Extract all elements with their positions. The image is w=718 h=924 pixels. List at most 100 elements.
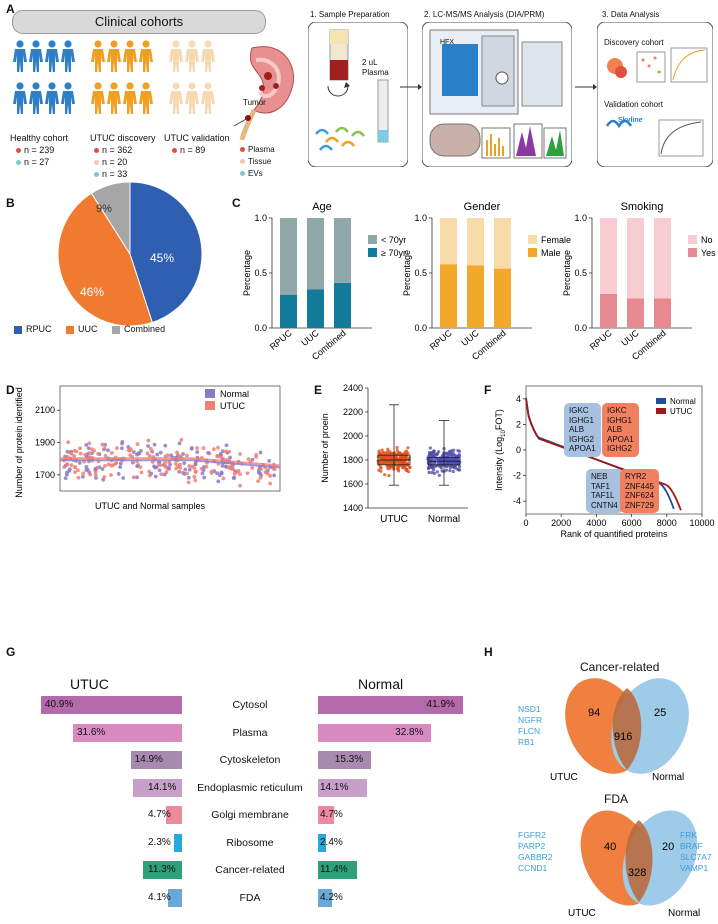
normal-column-title: Normal	[358, 676, 404, 692]
sample-point	[437, 450, 441, 454]
normal-bottom-proteins: NEB TAF1 TAF1L CNTN4	[586, 469, 623, 513]
pie-label-uuc: 46%	[80, 285, 104, 299]
bar-uuc-yes	[627, 298, 644, 328]
sample-prep-illustration	[308, 22, 408, 167]
normal-point	[181, 452, 185, 456]
utuc-point	[250, 466, 255, 470]
venn1-left-count: 94	[588, 707, 600, 719]
sample-point	[457, 464, 462, 469]
bar-combined-70yr	[334, 282, 351, 328]
utuc-point	[238, 472, 242, 477]
pie-chart: 45% 46% 9%	[57, 181, 203, 327]
sample-point	[377, 468, 381, 472]
protein-id-scatter: 1700 1900 2100 Number of protein identified…	[14, 385, 281, 511]
category-label: Cytoskeleton	[219, 754, 281, 766]
normal-point	[120, 441, 124, 446]
discovery-cohort-label: UTUC discovery	[90, 133, 156, 143]
utuc-point	[195, 446, 200, 450]
normal-point	[86, 446, 91, 451]
normal-point	[154, 465, 159, 470]
normal-point	[258, 450, 263, 455]
panel-b-letter: B	[6, 196, 15, 210]
utuc-point	[76, 468, 80, 473]
sample-point	[430, 470, 434, 475]
normal-point	[84, 443, 89, 447]
normal-point	[157, 468, 162, 473]
x-axis-label: Rank of quantified proteins	[560, 529, 668, 539]
utuc-point	[246, 457, 251, 461]
utuc-point	[211, 447, 216, 452]
utuc-point	[66, 440, 71, 445]
legend-swatch	[205, 401, 215, 410]
data-analysis-illustration	[597, 22, 713, 167]
utuc-value-label: 31.6%	[76, 726, 106, 738]
discovery-count-plasma: n = 362	[94, 145, 132, 155]
normal-point	[135, 464, 140, 469]
legend-label: Male	[541, 248, 561, 258]
y-tick-label: 2100	[35, 405, 55, 415]
sample-point	[447, 451, 451, 456]
utuc-point	[128, 448, 132, 453]
step-1-label: 1. Sample Preparation	[310, 10, 390, 19]
normal-value-label: 4.7%	[320, 809, 343, 820]
x-tick-label: 10000	[689, 518, 714, 528]
legend-label: ≥ 70yr	[381, 248, 406, 258]
normal-point	[106, 448, 110, 453]
normal-point	[135, 452, 139, 457]
utuc-point	[103, 453, 108, 458]
fda-venn: 40 328 20 UTUC Normal	[568, 810, 700, 918]
utuc-point	[159, 472, 164, 477]
y-axis-label: Percentage	[242, 250, 252, 296]
utuc-point	[115, 446, 119, 451]
venn1-right-label: Normal	[652, 772, 684, 783]
legend-swatch	[656, 408, 666, 414]
utuc-point	[230, 466, 235, 470]
normal-value-label: 14.1%	[320, 781, 349, 793]
utuc-bar-endoplasmic-reticulum	[133, 778, 182, 797]
sample-point	[431, 464, 435, 468]
sample-point	[402, 454, 406, 459]
venn2-right-count: 20	[662, 841, 674, 853]
utuc-point	[149, 446, 153, 451]
normal-point	[187, 467, 192, 472]
normal-point	[195, 450, 200, 454]
sample-point	[383, 473, 387, 477]
pie-label-rpuc: 45%	[150, 251, 174, 265]
normal-point	[228, 455, 232, 460]
utuc-point	[74, 449, 79, 454]
utuc-point	[109, 473, 113, 477]
sample-point	[433, 454, 437, 458]
utuc-value-label: 4.1%	[148, 891, 171, 903]
normal-point	[68, 467, 72, 472]
normal-point	[139, 448, 143, 453]
legend-swatch	[368, 248, 377, 257]
sample-point	[395, 449, 399, 453]
normal-value-label: 32.8%	[395, 726, 424, 738]
sample-point	[377, 451, 381, 455]
panel-c-letter: C	[232, 196, 241, 210]
sample-point	[432, 471, 436, 476]
utuc-point	[69, 463, 74, 467]
utuc-point	[93, 472, 98, 477]
normal-point	[126, 445, 131, 449]
normal-bar-cytosol	[318, 696, 463, 714]
normal-point	[218, 473, 222, 478]
category-label: Plasma	[232, 726, 268, 739]
venn1-title: Cancer-related	[580, 660, 660, 674]
x-axis-label: UTUC and Normal samples	[95, 501, 206, 511]
panel-e-letter: E	[314, 383, 323, 397]
sample-point	[457, 453, 461, 457]
utuc-point	[176, 464, 180, 469]
venn1-right-count: 25	[654, 707, 666, 719]
y-tick-label: 1800	[343, 455, 363, 465]
bar-rpuc-female	[440, 218, 457, 265]
legend-swatch	[368, 235, 377, 244]
x-tick-label: 0	[523, 518, 528, 528]
normal-point	[94, 476, 98, 480]
normal-value-label: 4.2%	[320, 891, 343, 903]
discovery-figures	[91, 40, 153, 114]
legend-swatch	[528, 235, 537, 244]
legend-rpuc: RPUC	[14, 324, 52, 334]
normal-point	[202, 465, 206, 469]
